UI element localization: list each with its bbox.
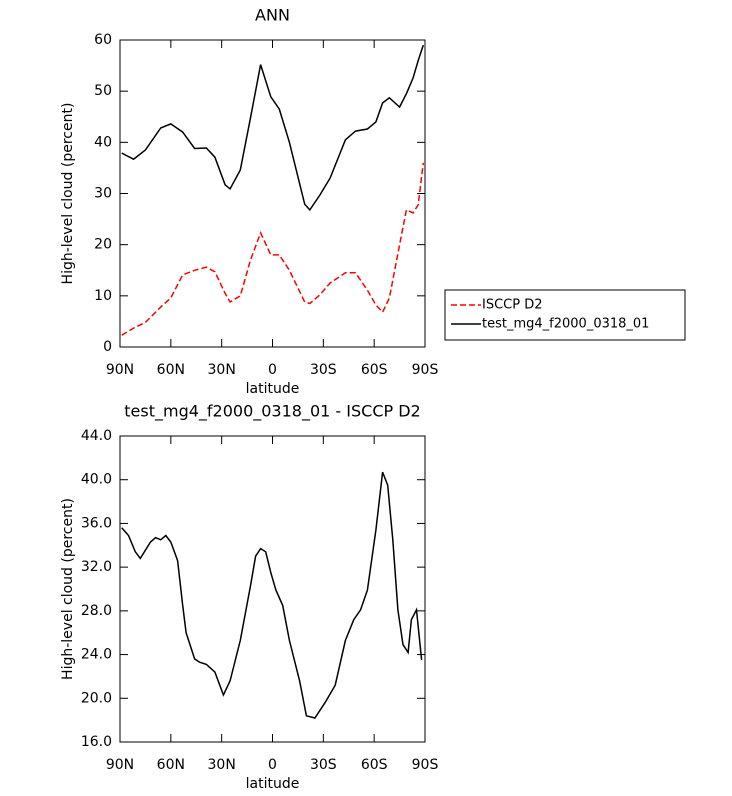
y-tick-label: 40 (94, 134, 112, 150)
y-tick-label: 0 (103, 339, 112, 355)
y-tick-label: 36.0 (81, 515, 112, 531)
y-tick-label: 44.0 (81, 428, 112, 444)
x-tick-label: 60N (157, 362, 185, 378)
x-axis-label: latitude (246, 381, 300, 397)
x-tick-label: 90S (412, 362, 439, 378)
x-axis-label: latitude (246, 776, 300, 792)
x-tick-label: 90S (412, 757, 439, 773)
x-tick-label: 90N (106, 757, 134, 773)
plot-frame (119, 435, 426, 743)
y-tick-label: 32.0 (81, 559, 112, 575)
chart-title: test_mg4_f2000_0318_01 - ISCCP D2 (124, 402, 420, 422)
y-tick-label: 30 (94, 186, 112, 202)
x-tick-label: 30N (208, 757, 236, 773)
legend-box (444, 289, 686, 341)
x-tick-label: 90N (106, 362, 134, 378)
x-tick-label: 30S (310, 362, 337, 378)
y-tick-label: 10 (94, 288, 112, 304)
x-tick-label: 60S (361, 362, 388, 378)
y-tick-label: 20.0 (81, 690, 112, 706)
y-tick-label: 28.0 (81, 603, 112, 619)
x-tick-label: 60N (157, 757, 185, 773)
y-axis-label: High-level cloud (percent) (60, 498, 76, 680)
x-tick-label: 60S (361, 757, 388, 773)
x-tick-label: 30S (310, 757, 337, 773)
data-line (121, 44, 425, 212)
y-tick-label: 20 (94, 237, 112, 253)
y-tick-label: 50 (94, 83, 112, 99)
y-tick-label: 60 (94, 32, 112, 48)
x-tick-label: 0 (268, 362, 277, 378)
y-tick-label: 40.0 (81, 472, 112, 488)
data-line (121, 471, 423, 719)
y-tick-label: 24.0 (81, 647, 112, 663)
x-tick-label: 30N (208, 362, 236, 378)
legend-label: test_mg4_f2000_0318_01 (482, 317, 649, 332)
legend-label: ISCCP D2 (482, 298, 543, 313)
chart-title: ANN (255, 6, 290, 25)
x-tick-label: 0 (268, 757, 277, 773)
plot-frame (119, 39, 426, 348)
y-axis-label: High-level cloud (percent) (60, 103, 76, 285)
data-line (121, 162, 425, 336)
y-tick-label: 16.0 (81, 734, 112, 750)
